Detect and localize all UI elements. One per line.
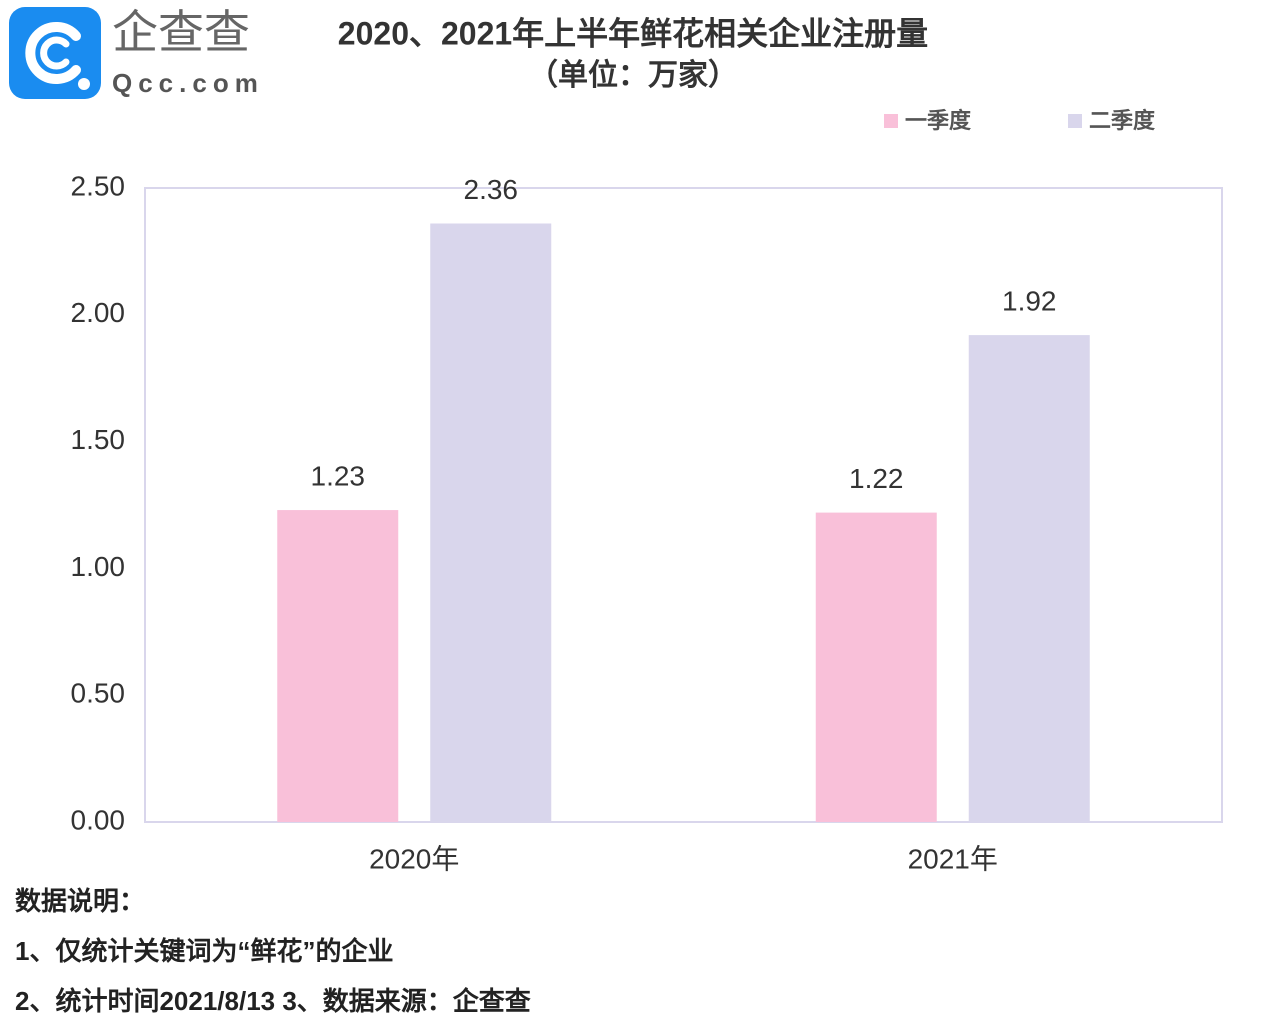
value-label: 1.22 — [849, 463, 904, 494]
bar — [968, 335, 1090, 822]
note: 1、仅统计关键词为“鲜花”的企业 — [15, 936, 393, 966]
legend-label: 二季度 — [1089, 108, 1156, 133]
value-label: 1.92 — [1002, 285, 1057, 316]
bar — [815, 512, 937, 822]
y-tick-label: 0.00 — [71, 804, 126, 835]
chart-subtitle: （单位：万家） — [528, 58, 738, 92]
note: 数据说明： — [15, 886, 145, 916]
x-tick-label: 2021年 — [908, 843, 998, 874]
bar — [277, 510, 399, 822]
logo: 企查查 Qcc.com — [9, 6, 264, 99]
note: 2、统计时间2021/8/13 3、数据来源：企查查 — [15, 986, 531, 1016]
logo-dot — [78, 78, 90, 90]
value-label: 1.23 — [311, 460, 366, 491]
value-label: 2.36 — [464, 174, 519, 205]
y-tick-label: 1.00 — [71, 551, 126, 582]
logo-c — [25, 22, 81, 84]
logo-icon — [9, 7, 101, 99]
legend-label: 一季度 — [905, 108, 972, 133]
plot-frame — [144, 187, 1223, 823]
logo-name: 企查查 — [112, 6, 250, 58]
x-tick-label: 2020年 — [369, 843, 459, 874]
y-tick-label: 2.50 — [71, 170, 126, 201]
y-tick-label: 0.50 — [71, 678, 126, 709]
logo-c-inner — [40, 36, 70, 70]
logo-site: Qcc.com — [112, 68, 264, 98]
y-tick-label: 1.50 — [71, 424, 126, 455]
chart-title: 2020、2021年上半年鲜花相关企业注册量 — [338, 15, 928, 51]
legend-swatch — [1068, 114, 1082, 128]
bar — [430, 223, 552, 822]
y-tick-label: 2.00 — [71, 297, 126, 328]
legend-swatch — [884, 114, 898, 128]
